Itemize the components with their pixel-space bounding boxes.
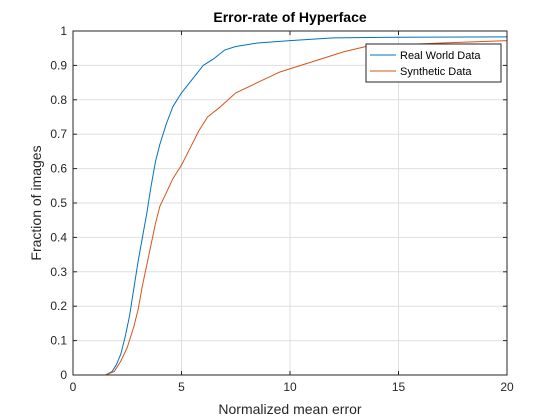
y-axis-title: Fraction of images xyxy=(28,145,44,260)
y-tick-label: 0.4 xyxy=(50,230,67,244)
series-layer xyxy=(105,36,508,376)
y-tick-label: 0.5 xyxy=(50,196,67,210)
legend-label: Real World Data xyxy=(400,50,481,62)
y-tick-label: 0.6 xyxy=(50,162,67,176)
x-tick-label: 15 xyxy=(392,380,406,394)
y-tick-label: 0.2 xyxy=(50,299,67,313)
ticks: 0 5 10 15 20 0 0.1 0.2 0.3 0.4 0.5 0.6 0.7 0.8 0.9 1 xyxy=(50,24,514,394)
y-tick-label: 1 xyxy=(60,24,67,38)
series-line-synthetic xyxy=(105,40,508,376)
x-tick-label: 20 xyxy=(500,380,514,394)
x-tick-label: 0 xyxy=(70,380,77,394)
x-tick-label: 5 xyxy=(178,380,185,394)
y-tick-label: 0.7 xyxy=(50,127,67,141)
y-tick-label: 0.1 xyxy=(50,334,67,348)
y-tick-label: 0.3 xyxy=(50,265,67,279)
y-tick-label: 0.9 xyxy=(50,58,67,72)
legend-label: Synthetic Data xyxy=(400,66,472,78)
y-tick-label: 0.8 xyxy=(50,93,67,107)
x-axis-title: Normalized mean error xyxy=(218,401,361,417)
grid xyxy=(73,31,507,375)
x-tick-label: 10 xyxy=(283,380,297,394)
y-tick-label: 0 xyxy=(60,368,67,382)
chart-title: Error-rate of Hyperface xyxy=(213,9,366,25)
series-line-real-world xyxy=(105,36,508,376)
legend: Real World Data Synthetic Data xyxy=(365,43,502,83)
legend-box xyxy=(365,43,502,83)
